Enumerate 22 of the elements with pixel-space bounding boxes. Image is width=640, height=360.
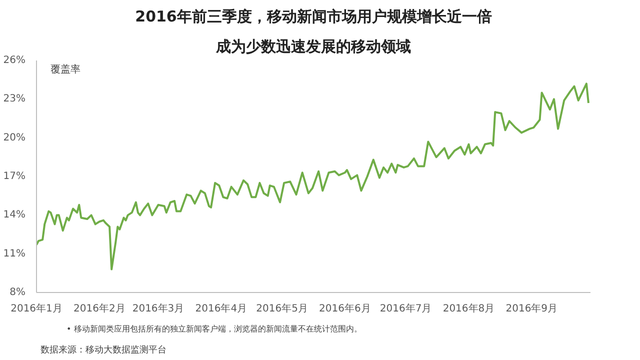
text: • 移动新闻类应用包括所有的独立新闻客户端，浏览器的新闻流量不在统计范围内。: [66, 324, 362, 334]
x-tick-label: 2016年6月: [319, 302, 371, 314]
x-tick-label: 2016年5月: [256, 302, 308, 314]
x-tick-label: 2016年9月: [506, 302, 558, 314]
y-tick-label: 26%: [3, 55, 26, 66]
y-tick-label: 8%: [10, 287, 26, 298]
y-axis-title: 覆盖率: [50, 64, 80, 76]
x-tick-label: 2016年4月: [195, 302, 248, 314]
x-tick-label: 2016年2月: [74, 302, 126, 314]
x-tick-label: 2016年7月: [380, 302, 432, 314]
x-tick-label: 2016年1月: [10, 302, 62, 314]
y-tick-label: 17%: [3, 171, 26, 182]
chart-title: 2016年前三季度，移动新闻市场用户规模增长近一倍: [135, 8, 492, 26]
x-tick-label: 2016年8月: [442, 302, 495, 314]
y-tick-label: 14%: [3, 210, 26, 221]
y-tick-label: 23%: [3, 94, 26, 105]
line-series: [36, 82, 590, 270]
chart-subtitle: 成为少数迅速发展的移动领域: [215, 38, 411, 56]
x-tick-label: 2016年3月: [132, 302, 184, 314]
source-note: 数据来源：移动大数据监测平台: [40, 344, 166, 356]
y-tick-label: 20%: [3, 132, 26, 144]
y-tick-label: 11%: [3, 248, 26, 260]
